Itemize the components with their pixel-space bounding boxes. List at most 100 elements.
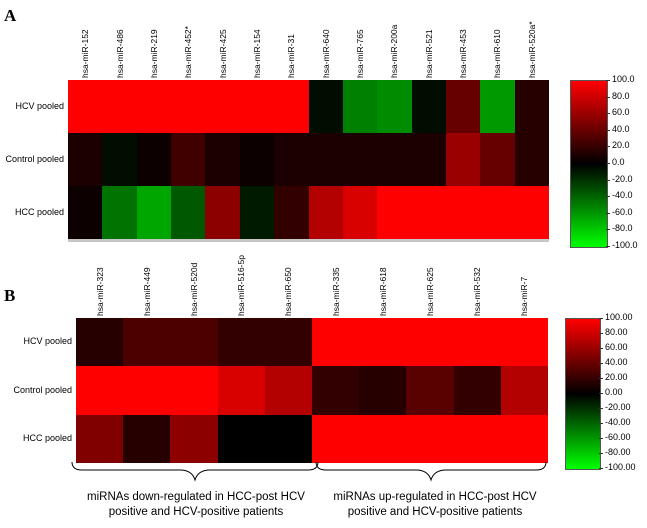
column-label: hsa-miR-521 — [423, 29, 434, 78]
heatmap-cell — [217, 366, 265, 415]
scale-tick-mark — [606, 129, 610, 131]
heatmap-cell — [453, 318, 501, 367]
heatmap-cell — [480, 133, 515, 186]
scale-tick-mark — [599, 393, 603, 394]
scale-tick-mark — [599, 318, 603, 319]
column-label: hsa-miR-154 — [251, 29, 262, 78]
column-label: hsa-miR-219 — [148, 29, 159, 78]
caption-up-regulated: miRNAs up-regulated in HCC-post HCV posi… — [333, 491, 537, 518]
scale-tick-mark — [599, 378, 603, 379]
heatmap-cell — [136, 133, 172, 186]
color-scale-a — [570, 80, 608, 248]
scale-tick-mark — [606, 246, 610, 247]
column-label: hsa-miR-618 — [377, 267, 388, 316]
scale-tick-mark — [606, 96, 610, 98]
column-label: hsa-miR-152 — [80, 29, 91, 78]
scale-tick-mark — [599, 453, 603, 454]
scale-tick-label: 0.0 — [612, 157, 625, 167]
heatmap-cell — [453, 366, 501, 415]
scale-tick-label: 20.0 — [612, 140, 630, 151]
heatmap-cell — [68, 186, 103, 239]
heatmap-cell — [102, 133, 137, 186]
scale-tick-label: 80.00 — [605, 327, 628, 337]
scale-tick-label: -80.00 — [605, 447, 631, 457]
panel-label-a: A — [4, 6, 17, 25]
column-label: hsa-miR-453 — [458, 29, 469, 78]
heatmap-cell — [342, 80, 378, 133]
scale-tick-label: -80.0 — [612, 223, 633, 234]
caption-down-regulated: miRNAs down-regulated in HCC-post HCV po… — [87, 491, 305, 518]
heatmap-cell — [342, 133, 378, 186]
brace-down-regulated — [71, 461, 319, 482]
scale-tick-label: -60.00 — [605, 432, 631, 442]
heatmap-cell — [445, 133, 481, 186]
column-label: hsa-miR-520a* — [526, 21, 537, 78]
scale-tick-mark — [606, 80, 610, 81]
heatmap-cell — [480, 186, 515, 239]
column-label: hsa-miR-31 — [286, 34, 297, 78]
column-label: hsa-miR-520d — [189, 262, 199, 316]
heatmap-cell — [217, 318, 265, 367]
scale-tick-mark — [606, 229, 610, 231]
heatmap-cell — [377, 133, 412, 186]
heatmap-cell — [500, 318, 548, 367]
heatmap-cell — [500, 414, 548, 463]
heatmap-cell — [445, 186, 481, 239]
scale-tick-label: -40.00 — [605, 417, 631, 427]
heatmap-cell — [514, 133, 549, 186]
row-label: HCC pooled — [22, 432, 72, 443]
scale-tick-label: 60.0 — [612, 107, 630, 118]
scale-tick-mark — [606, 146, 610, 148]
column-label: hsa-miR-425 — [217, 29, 228, 78]
heatmap-cell — [171, 133, 206, 186]
scale-tick-mark — [599, 438, 603, 439]
heatmap-b — [76, 318, 548, 463]
scale-tick-mark — [599, 408, 603, 409]
scale-tick-label: 60.00 — [605, 342, 628, 352]
row-label: HCC pooled — [14, 206, 64, 217]
heatmap-cell — [377, 186, 412, 239]
row-label: HCV pooled — [15, 100, 64, 111]
heatmap-cell — [68, 133, 103, 186]
scale-tick-mark — [606, 212, 610, 214]
column-label: hsa-miR-7 — [519, 276, 530, 316]
heatmap-cell — [76, 414, 124, 463]
scale-tick-mark — [599, 348, 603, 349]
column-label: hsa-miR-452* — [183, 26, 194, 78]
column-label: hsa-miR-335 — [330, 267, 341, 316]
row-label: HCV pooled — [23, 336, 72, 347]
column-label: hsa-miR-650 — [283, 267, 294, 316]
heatmap-cell — [359, 414, 407, 463]
heatmap-cell — [136, 80, 172, 133]
color-scale-b — [565, 318, 601, 470]
heatmap-cell — [239, 133, 275, 186]
scale-tick-label: 0.00 — [605, 387, 623, 397]
heatmap-cell — [359, 366, 407, 415]
heatmap-cell — [274, 80, 309, 133]
heatmap-cell — [274, 133, 309, 186]
scale-tick-label: -100.00 — [605, 462, 636, 472]
heatmap-cell — [411, 80, 446, 133]
scale-tick-mark — [606, 113, 610, 115]
scale-tick-mark — [599, 468, 603, 469]
heatmap-cell — [406, 366, 454, 415]
heatmap-cell — [312, 318, 360, 367]
panel-label-b: B — [4, 286, 16, 305]
scale-tick-mark — [606, 179, 610, 181]
heatmap-cell — [514, 186, 549, 239]
scale-tick-label: 80.0 — [612, 90, 630, 101]
heatmap-cell — [411, 186, 446, 239]
heatmap-cell — [68, 80, 103, 133]
heatmap-cell — [264, 366, 312, 415]
scale-tick-mark — [599, 333, 603, 334]
column-label: hsa-miR-200a — [389, 24, 400, 78]
heatmap-cell — [500, 366, 548, 415]
heatmap-cell — [308, 133, 343, 186]
heatmap-cell — [171, 80, 206, 133]
heatmap-cell — [123, 366, 171, 415]
heatmap-cell — [312, 414, 360, 463]
scale-tick-mark — [606, 163, 610, 164]
heatmap-cell — [274, 186, 309, 239]
column-label: hsa-miR-625 — [425, 267, 435, 316]
row-label: Control pooled — [5, 153, 64, 164]
